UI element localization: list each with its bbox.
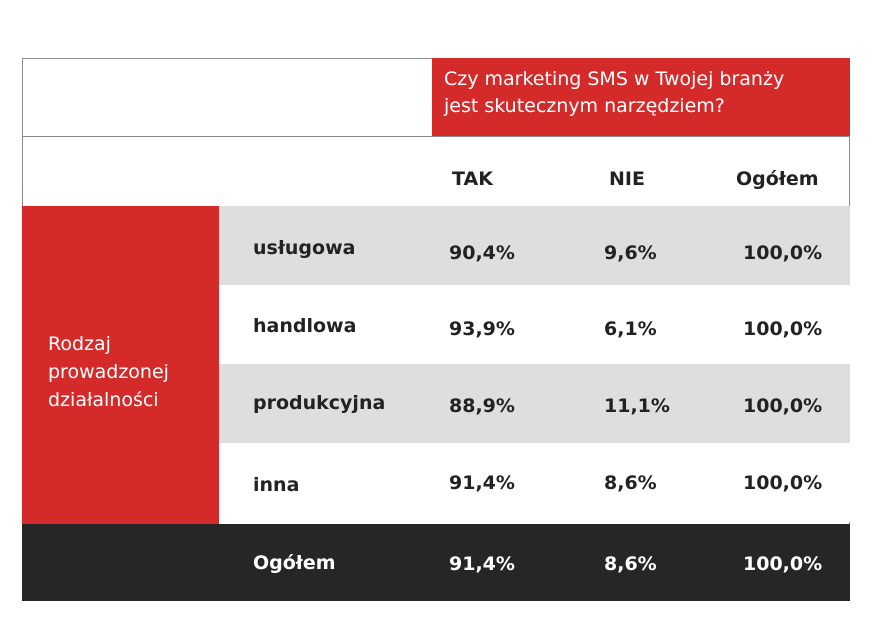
cell-ogolem: 100,0% — [743, 395, 823, 417]
header-divider — [22, 136, 850, 137]
row-category: handlowa — [253, 315, 357, 337]
cell-nie: 8,6% — [604, 472, 657, 494]
question-line-2: jest skutecznym narzędziem? — [444, 95, 725, 117]
cell-ogolem: 100,0% — [743, 242, 823, 264]
cell-nie: 9,6% — [604, 242, 657, 264]
question-line-1: Czy marketing SMS w Twojej branży — [444, 68, 785, 90]
row-category: produkcyjna — [253, 392, 386, 414]
row-group-line-2: prowadzonej — [48, 361, 169, 383]
row-group-line-1: Rodzaj — [48, 333, 111, 355]
total-nie: 8,6% — [604, 553, 657, 575]
total-ogolem: 100,0% — [743, 553, 823, 575]
row-group-line-3: działalności — [48, 389, 159, 411]
row-group-label: Rodzaj prowadzonej działalności — [48, 330, 169, 414]
cell-tak: 93,9% — [449, 318, 515, 340]
row-category: inna — [253, 474, 300, 496]
total-row: Ogółem 91,4% 8,6% 100,0% — [22, 524, 850, 601]
column-header-ogolem: Ogółem — [736, 168, 819, 190]
column-header-tak: TAK — [452, 168, 493, 190]
total-category: Ogółem — [253, 552, 336, 574]
table-row: produkcyjna 88,9% 11,1% 100,0% — [219, 364, 850, 443]
cell-tak: 88,9% — [449, 395, 515, 417]
table-row: inna 91,4% 8,6% 100,0% — [219, 443, 850, 522]
row-category: usługowa — [253, 237, 356, 259]
cell-tak: 90,4% — [449, 242, 515, 264]
cell-tak: 91,4% — [449, 472, 515, 494]
total-tak: 91,4% — [449, 553, 515, 575]
cell-ogolem: 100,0% — [743, 472, 823, 494]
cell-ogolem: 100,0% — [743, 318, 823, 340]
question-header: Czy marketing SMS w Twojej branży jest s… — [432, 58, 850, 136]
table-row: usługowa 90,4% 9,6% 100,0% — [219, 206, 850, 285]
cell-nie: 11,1% — [604, 395, 670, 417]
row-group-header: Rodzaj prowadzonej działalności — [22, 206, 219, 524]
cell-nie: 6,1% — [604, 318, 657, 340]
table-row: handlowa 93,9% 6,1% 100,0% — [219, 285, 850, 364]
column-header-nie: NIE — [609, 168, 645, 190]
